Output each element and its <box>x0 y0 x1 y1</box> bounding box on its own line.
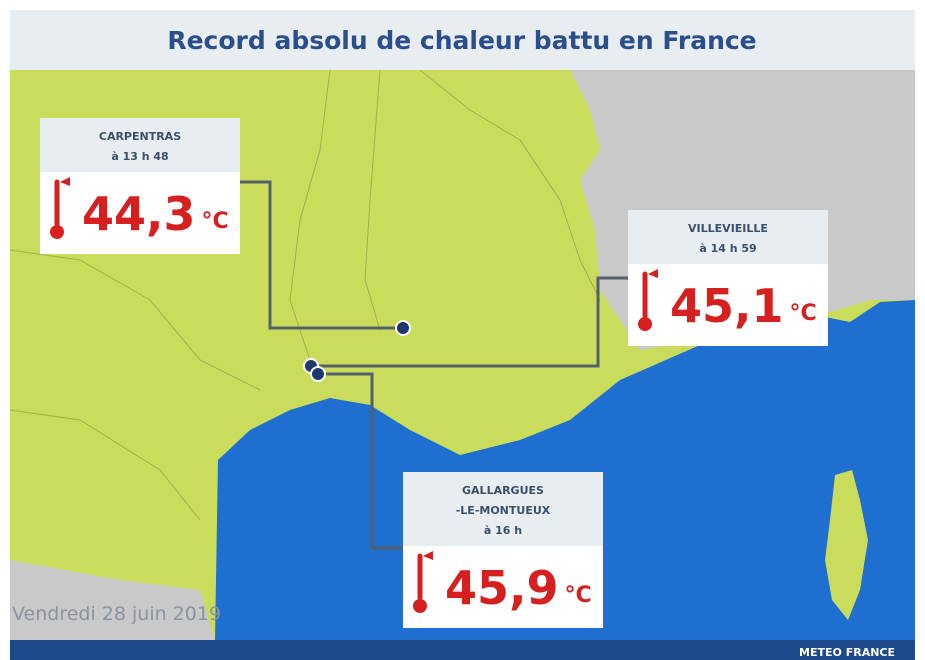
temperature-unit: °C <box>202 209 229 234</box>
box-body <box>628 264 828 346</box>
title-bar <box>10 10 915 70</box>
box-body <box>40 172 240 254</box>
thermometer-mark <box>60 177 70 186</box>
station-name: GALLARGUES <box>462 484 544 497</box>
rivers <box>9 69 601 521</box>
thermometer-mark <box>648 269 658 278</box>
neighbor-land <box>10 560 215 640</box>
thermometer-mark <box>423 551 433 560</box>
thermometer-bulb <box>413 599 427 613</box>
island <box>825 470 868 620</box>
temperature: 45,1 <box>670 279 784 333</box>
date: Vendredi 28 juin 2019 <box>12 603 221 625</box>
temperature-unit: °C <box>565 583 592 608</box>
thermometer-bulb <box>638 317 652 331</box>
station-name: -LE-MONTUEUX <box>456 504 551 517</box>
box-body <box>403 546 603 628</box>
box-header <box>403 472 603 546</box>
temperature: 45,9 <box>445 561 559 615</box>
temperature: 44,3 <box>82 187 196 241</box>
sea <box>215 300 915 640</box>
station-time: à 16 h <box>484 524 522 537</box>
temperature-unit: °C <box>790 301 817 326</box>
leader-lines <box>240 180 628 550</box>
brand: METEO FRANCE <box>799 646 895 659</box>
thermometer-bulb <box>50 225 64 239</box>
station-time: à 14 h 59 <box>699 242 756 255</box>
footer-bar <box>10 640 915 660</box>
station-time: à 13 h 48 <box>111 150 168 163</box>
title: Record absolu de chaleur battu en France <box>167 26 756 55</box>
station-name: VILLEVIEILLE <box>688 222 768 235</box>
station-dots <box>303 320 411 382</box>
box-header <box>628 210 828 264</box>
station-name: CARPENTRAS <box>99 130 181 143</box>
box-header <box>40 118 240 172</box>
